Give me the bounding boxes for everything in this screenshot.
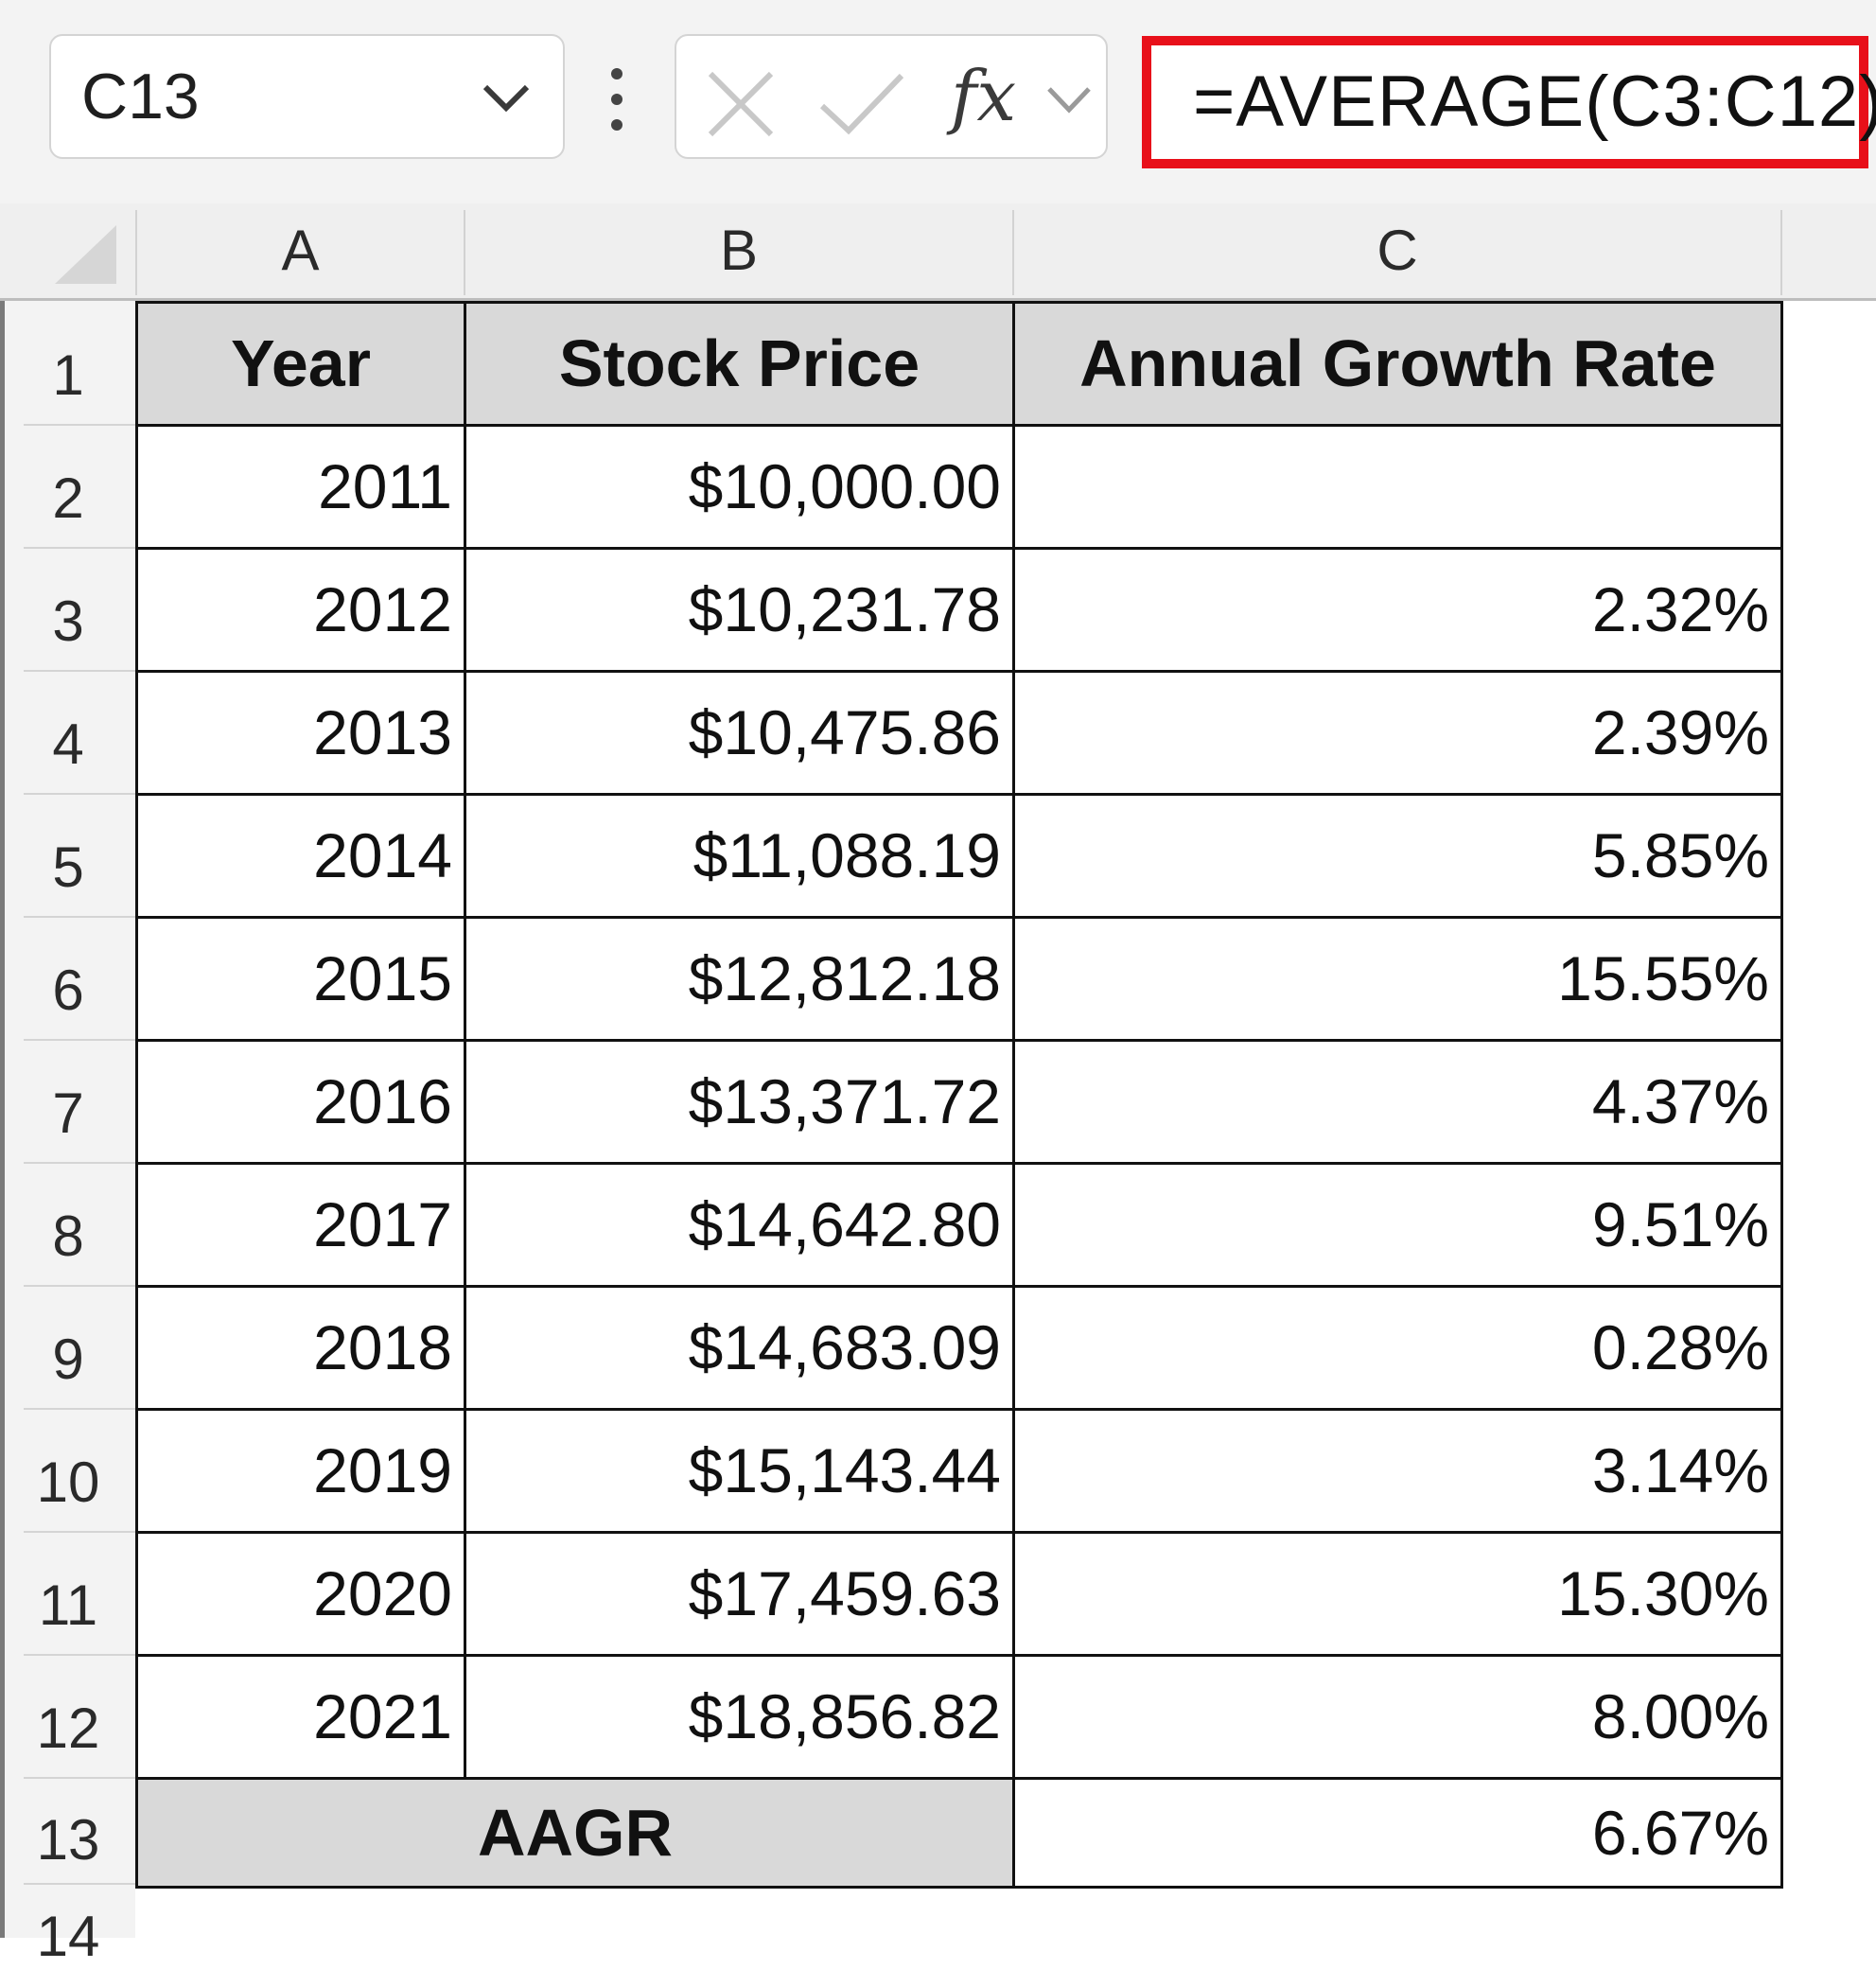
more-options-icon[interactable] xyxy=(605,66,628,132)
window-edge xyxy=(0,0,5,1938)
chevron-down-icon[interactable] xyxy=(478,78,535,115)
row-separator xyxy=(24,547,135,549)
column-separator xyxy=(1780,210,1782,295)
row-header-6[interactable]: 6 xyxy=(52,958,84,1022)
cell-stock-price[interactable]: $10,231.78 xyxy=(464,547,1015,673)
cell-year[interactable]: 2017 xyxy=(135,1162,466,1288)
column-header-b[interactable]: B xyxy=(719,219,759,282)
column-header-a[interactable]: A xyxy=(281,219,320,282)
cell-growth-rate[interactable]: 8.00% xyxy=(1012,1654,1783,1780)
cell-growth-rate[interactable]: 2.32% xyxy=(1012,547,1783,673)
row-header-1[interactable]: 1 xyxy=(52,343,84,407)
aagr-value-cell[interactable]: 6.67% xyxy=(1012,1777,1783,1889)
row-header-9[interactable]: 9 xyxy=(52,1327,84,1391)
row-header-14[interactable]: 14 xyxy=(36,1905,100,1968)
cell-year[interactable]: 2019 xyxy=(135,1408,466,1534)
cell-year[interactable]: 2013 xyxy=(135,670,466,796)
column-separator xyxy=(464,210,465,295)
cell-stock-price[interactable]: $12,812.18 xyxy=(464,916,1015,1042)
row-header-3[interactable]: 3 xyxy=(52,589,84,653)
formula-controls: fx xyxy=(675,34,1108,159)
name-box[interactable]: C13 xyxy=(49,34,565,159)
cancel-icon[interactable] xyxy=(703,36,779,157)
row-separator xyxy=(24,1777,135,1779)
insert-function-icon[interactable]: fx xyxy=(951,56,1017,137)
cell-growth-rate[interactable]: 15.30% xyxy=(1012,1531,1783,1657)
row-header-7[interactable]: 7 xyxy=(52,1081,84,1145)
row-separator xyxy=(24,1285,135,1287)
formula-input[interactable]: =AVERAGE(C3:C12) xyxy=(1193,62,1876,142)
cell-year[interactable]: 2021 xyxy=(135,1654,466,1780)
row-separator xyxy=(24,1162,135,1164)
row-header-13[interactable]: 13 xyxy=(36,1808,100,1872)
row-separator xyxy=(24,1039,135,1041)
row-separator xyxy=(24,1654,135,1656)
cell-stock-price[interactable]: $10,000.00 xyxy=(464,424,1015,550)
header-cell-growth-rate[interactable]: Annual Growth Rate xyxy=(1012,301,1783,427)
cell-stock-price[interactable]: $17,459.63 xyxy=(464,1531,1015,1657)
cell-stock-price[interactable]: $14,642.80 xyxy=(464,1162,1015,1288)
row-header-8[interactable]: 8 xyxy=(52,1204,84,1268)
formula-input-highlight[interactable]: =AVERAGE(C3:C12) xyxy=(1142,36,1876,168)
row-separator xyxy=(24,916,135,918)
row-separator xyxy=(24,424,135,426)
cell-growth-rate[interactable]: 5.85% xyxy=(1012,793,1783,919)
cell-growth-rate[interactable] xyxy=(1012,424,1783,550)
name-box-value: C13 xyxy=(81,61,200,132)
header-cell-stock-price[interactable]: Stock Price xyxy=(464,301,1015,427)
row-header-10[interactable]: 10 xyxy=(36,1450,100,1514)
row-separator xyxy=(24,670,135,672)
cell-year[interactable]: 2018 xyxy=(135,1285,466,1411)
cell-stock-price[interactable]: $14,683.09 xyxy=(464,1285,1015,1411)
row-header-5[interactable]: 5 xyxy=(52,835,84,899)
cell-growth-rate[interactable]: 0.28% xyxy=(1012,1285,1783,1411)
cell-year[interactable]: 2015 xyxy=(135,916,466,1042)
row-header-band xyxy=(5,301,135,1938)
row-header-4[interactable]: 4 xyxy=(52,712,84,776)
cell-year[interactable]: 2011 xyxy=(135,424,466,550)
cell-growth-rate[interactable]: 15.55% xyxy=(1012,916,1783,1042)
cell-year[interactable]: 2014 xyxy=(135,793,466,919)
row-separator xyxy=(24,793,135,795)
row-header-12[interactable]: 12 xyxy=(36,1697,100,1760)
cell-growth-rate[interactable]: 9.51% xyxy=(1012,1162,1783,1288)
column-header-c[interactable]: C xyxy=(1376,219,1418,282)
cell-stock-price[interactable]: $13,371.72 xyxy=(464,1039,1015,1165)
cell-stock-price[interactable]: $18,856.82 xyxy=(464,1654,1015,1780)
row-separator xyxy=(24,1531,135,1533)
aagr-label-cell[interactable]: AAGR xyxy=(135,1777,1015,1889)
cell-growth-rate[interactable]: 4.37% xyxy=(1012,1039,1783,1165)
cell-growth-rate[interactable]: 3.14% xyxy=(1012,1408,1783,1534)
column-header-band xyxy=(0,203,1876,301)
row-header-2[interactable]: 2 xyxy=(52,466,84,530)
cell-stock-price[interactable]: $10,475.86 xyxy=(464,670,1015,796)
column-separator xyxy=(135,210,137,295)
cell-year[interactable]: 2016 xyxy=(135,1039,466,1165)
cell-year[interactable]: 2020 xyxy=(135,1531,466,1657)
cell-year[interactable]: 2012 xyxy=(135,547,466,673)
enter-check-icon[interactable] xyxy=(816,36,907,157)
fx-chevron-down-icon[interactable] xyxy=(1045,36,1093,157)
cell-growth-rate[interactable]: 2.39% xyxy=(1012,670,1783,796)
cell-stock-price[interactable]: $11,088.19 xyxy=(464,793,1015,919)
row-header-11[interactable]: 11 xyxy=(38,1573,98,1637)
select-all-corner[interactable] xyxy=(26,216,135,291)
column-separator xyxy=(1012,210,1014,295)
header-cell-year[interactable]: Year xyxy=(135,301,466,427)
cell-stock-price[interactable]: $15,143.44 xyxy=(464,1408,1015,1534)
row-separator xyxy=(24,1883,135,1885)
row-separator xyxy=(24,1408,135,1410)
